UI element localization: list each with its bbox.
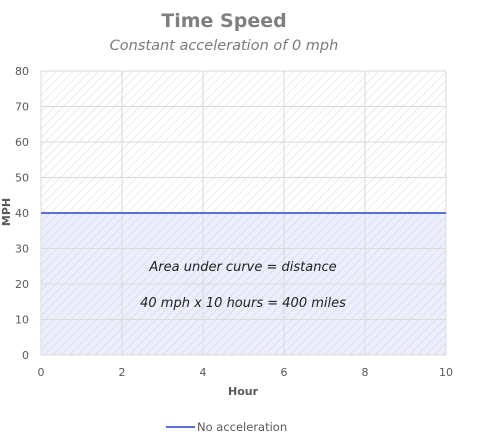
y-tick-label-60: 60 [15, 136, 29, 149]
x-tick-label-0: 0 [38, 366, 45, 379]
annotation-distance-calculation: 40 mph x 10 hours = 400 miles [140, 296, 346, 311]
y-tick-label-0: 0 [22, 349, 29, 362]
x-tick-label-2: 2 [119, 366, 126, 379]
x-tick-label-4: 4 [200, 366, 207, 379]
y-tick-label-40: 40 [15, 207, 29, 220]
x-tick-label-10: 10 [439, 366, 453, 379]
x-axis-label: Hour [228, 385, 259, 398]
legend-label-no-acceleration: No acceleration [197, 420, 287, 434]
x-tick-label-6: 6 [281, 366, 288, 379]
x-tick-label-8: 8 [362, 366, 369, 379]
annotation-area-under-curve: Area under curve = distance [148, 260, 336, 275]
y-axis-ticks: 0 10 20 30 40 50 60 70 80 [15, 65, 29, 362]
y-tick-label-80: 80 [15, 65, 29, 78]
y-tick-label-30: 30 [15, 243, 29, 256]
y-tick-label-20: 20 [15, 278, 29, 291]
y-tick-label-10: 10 [15, 314, 29, 327]
y-tick-label-70: 70 [15, 101, 29, 114]
x-axis-ticks: 0 2 4 6 8 10 [38, 366, 454, 379]
y-tick-label-50: 50 [15, 172, 29, 185]
chart-title: Time Speed [161, 10, 286, 32]
y-axis-label: MPH [0, 198, 13, 226]
legend: No acceleration [166, 420, 287, 434]
chart-subtitle: Constant acceleration of 0 mph [110, 38, 339, 54]
